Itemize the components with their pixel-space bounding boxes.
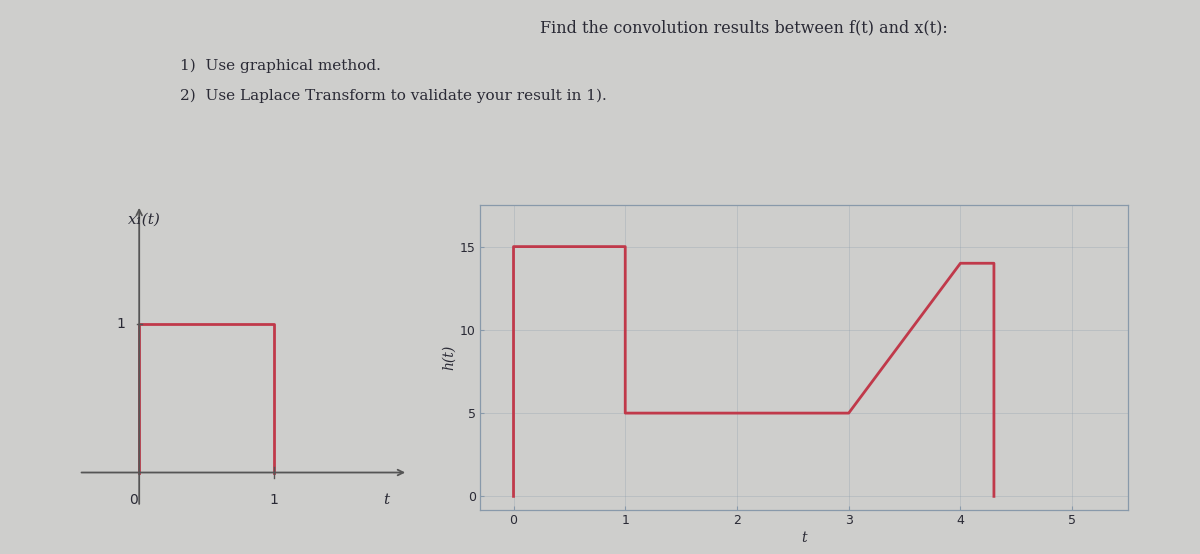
Text: x₁(t): x₁(t) — [128, 213, 161, 227]
Y-axis label: h(t): h(t) — [442, 345, 456, 370]
Text: Find the convolution results between f(t) and x(t):: Find the convolution results between f(t… — [540, 19, 948, 37]
X-axis label: t: t — [802, 531, 806, 545]
Text: 1: 1 — [269, 493, 278, 507]
Text: 2)  Use Laplace Transform to validate your result in 1).: 2) Use Laplace Transform to validate you… — [180, 89, 607, 103]
Text: 1: 1 — [116, 317, 126, 331]
Text: t: t — [384, 493, 390, 507]
Text: 0: 0 — [130, 493, 138, 507]
Text: 1)  Use graphical method.: 1) Use graphical method. — [180, 58, 380, 73]
